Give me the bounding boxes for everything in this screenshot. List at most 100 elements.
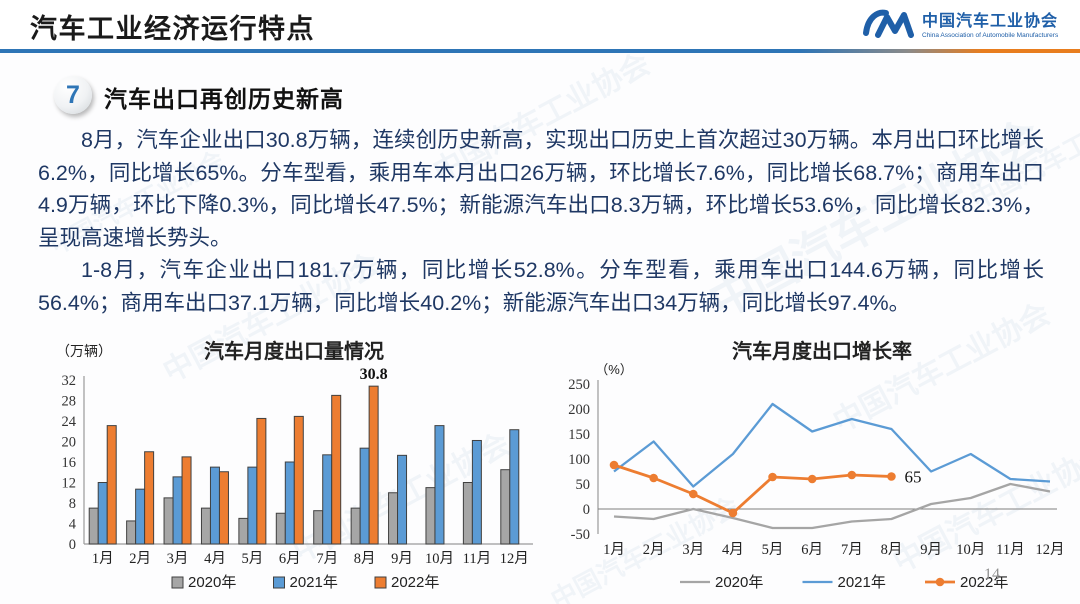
section-heading: 汽车出口再创历史新高 (104, 86, 344, 112)
header-rule (0, 49, 1080, 53)
legend-swatch-2021年 (273, 576, 285, 589)
bar-2020年-9月 (388, 492, 399, 545)
bar-2021年-2月 (135, 488, 146, 545)
bar-2022年-5月 (256, 417, 267, 545)
x-tick-label: 11月 (463, 551, 491, 567)
y-tick-label: 200 (568, 402, 590, 418)
x-tick-label: 6月 (801, 542, 823, 558)
y-tick-label: 0 (583, 502, 590, 518)
marker-2022年 (807, 474, 817, 484)
header: 汽车工业经济运行特点 中国汽车工业协会 China Association of… (0, 0, 1080, 53)
marker-2022年 (649, 473, 658, 483)
marker-2022年 (887, 472, 896, 481)
x-tick-label: 5月 (242, 551, 264, 567)
export-growth-line-chart: 汽车月度出口增长率 （%） -50 0 50 100 150 200 250 1月 2月 3月 4月 5月… (552, 336, 1073, 602)
x-tick-label: 8月 (881, 542, 903, 558)
y-tick-label: 16 (62, 455, 77, 471)
chart-title: 汽车月度出口量情况 (204, 339, 384, 363)
bar-2020年-8月 (350, 507, 361, 545)
legend-marker-2022年 (935, 577, 945, 587)
caam-logo-icon (862, 7, 914, 46)
legend-label-2020年: 2020年 (715, 574, 763, 591)
bar-2021年-4月 (209, 466, 220, 545)
y-tick-label: 12 (62, 476, 77, 492)
page-number: 14 (984, 566, 1000, 583)
x-tick-label: 7月 (316, 551, 338, 567)
paragraph-jan-aug: 1-8月，汽车企业出口181.7万辆，同比增长52.8%。分车型看，乘用车出口1… (38, 258, 1044, 315)
y-tick-label: 24 (62, 414, 77, 430)
bar-2021年-8月 (359, 447, 370, 545)
x-tick-label: 5月 (762, 542, 784, 558)
section-number-badge: 7 (54, 76, 92, 114)
y-tick-label: 4 (69, 517, 77, 533)
marker-2022年 (728, 508, 738, 518)
x-tick-label: 10月 (956, 542, 985, 558)
x-tick-label: 9月 (391, 551, 413, 567)
bar-2020年-7月 (313, 510, 324, 545)
legend-swatch-2020年 (171, 576, 184, 589)
bar-2022年-7月 (331, 394, 342, 545)
x-tick-label: 12月 (1036, 542, 1065, 558)
bar-2020年-11月 (462, 482, 473, 545)
bar-2021年-7月 (322, 454, 333, 545)
bar-2021年-10月 (434, 425, 445, 545)
bar-chart-svg: 汽车月度出口量情况 （万辆） 0 4 8 12 16 20 24 28 32 1月 2月 3月 4月 5月 6月… (56, 339, 533, 591)
bar-2021年-12月 (509, 429, 520, 545)
legend-label-2022年: 2022年 (960, 574, 1008, 591)
marker-2022年 (688, 489, 698, 499)
bar-2021年-5月 (247, 466, 258, 545)
y-tick-label: -50 (571, 527, 590, 543)
bar-2020年-5月 (238, 517, 249, 545)
legend-swatch-2022年 (374, 576, 387, 589)
y-axis-unit-label: （%） (595, 362, 633, 377)
line-2020年 (613, 482, 1051, 530)
x-tick-label: 3月 (167, 551, 189, 567)
x-tick-label: 2月 (129, 551, 151, 567)
bar-2022年-2月 (144, 451, 155, 545)
bar-2022年-6月 (293, 415, 304, 545)
x-tick-label: 8月 (354, 551, 376, 567)
body-text: 8月，汽车企业出口30.8万辆，连续创历史新高，实现出口历史上首次超过30万辆。… (38, 124, 1044, 319)
paragraph-august: 8月，汽车企业出口30.8万辆，连续创历史新高，实现出口历史上首次超过30万辆。… (38, 128, 1044, 250)
x-tick-label: 9月 (920, 542, 942, 558)
page-title: 汽车工业经济运行特点 (30, 14, 315, 44)
y-tick-label: 20 (62, 435, 77, 451)
y-axis-unit-label: （万辆） (56, 343, 112, 359)
marker-2022年 (847, 470, 857, 480)
line-2022年 (613, 463, 892, 515)
bar-2020年-3月 (163, 497, 174, 545)
x-tick-label: 4月 (204, 551, 226, 567)
line-value-annotation: 65 (904, 468, 921, 487)
bar-2021年-9月 (397, 454, 408, 545)
org-name-cn: 中国汽车工业协会 (922, 13, 1059, 30)
bar-2021年-11月 (471, 439, 482, 545)
bar-2022年-4月 (218, 471, 229, 545)
y-tick-label: 0 (69, 537, 76, 553)
y-tick-label: 28 (62, 394, 77, 410)
org-name: 中国汽车工业协会 China Association of Automobile… (922, 13, 1058, 40)
bar-2022年-3月 (181, 456, 192, 545)
legend-label-2021年: 2021年 (838, 574, 886, 591)
x-tick-label: 12月 (500, 551, 529, 567)
x-tick-label: 10月 (425, 551, 454, 567)
bar-2020年-4月 (200, 507, 211, 545)
bar-2020年-10月 (425, 487, 436, 545)
marker-2022年 (609, 460, 619, 470)
chart-title: 汽车月度出口增长率 (732, 339, 912, 363)
y-tick-label: 50 (576, 477, 591, 493)
bar-2020年-2月 (126, 520, 137, 545)
line-chart-svg: 汽车月度出口增长率 （%） -50 0 50 100 150 200 250 1月 2月 3月 4月 5月… (568, 339, 1065, 591)
org-logo: 中国汽车工业协会 China Association of Automobile… (862, 7, 1058, 46)
bar-2022年-8月 (368, 385, 379, 545)
line-2021年 (613, 402, 1051, 488)
y-tick-label: 32 (62, 373, 77, 389)
legend-label-2021年: 2021年 (290, 574, 338, 591)
bar-2021年-3月 (172, 476, 183, 545)
org-name-en: China Association of Automobile Manufact… (922, 32, 1059, 39)
x-tick-label: 2月 (643, 542, 665, 558)
x-tick-label: 11月 (996, 542, 1024, 558)
y-tick-label: 150 (568, 427, 590, 443)
legend-label-2022年: 2022年 (391, 574, 439, 591)
bar-2020年-12月 (500, 469, 511, 545)
